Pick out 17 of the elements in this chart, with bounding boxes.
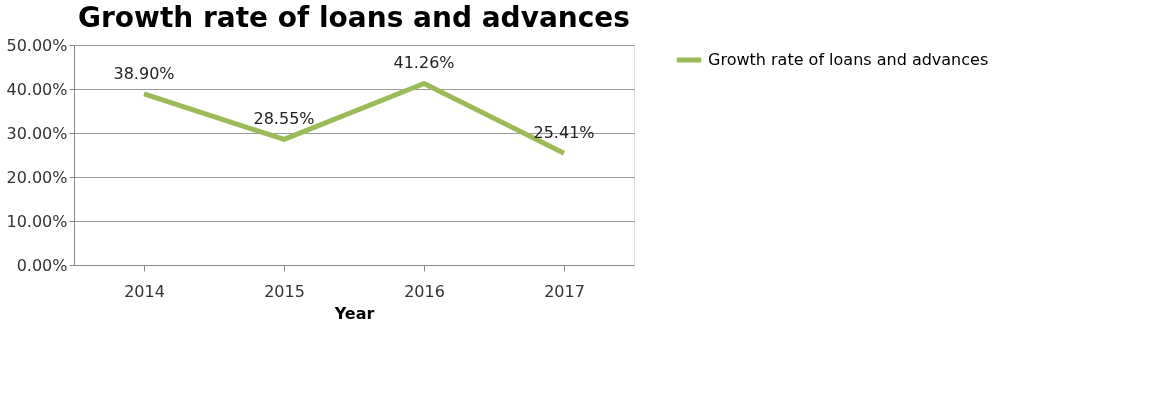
y-tick-label: 0.00% bbox=[16, 255, 68, 275]
y-tick-label: 40.00% bbox=[6, 79, 68, 99]
data-label: 38.90% bbox=[113, 63, 175, 83]
legend-label: Growth rate of loans and advances bbox=[708, 50, 989, 69]
y-tick-label: 30.00% bbox=[6, 123, 68, 143]
data-label: 41.26% bbox=[393, 53, 455, 73]
x-tick-label: 2016 bbox=[404, 281, 445, 301]
data-label: 25.41% bbox=[533, 123, 595, 143]
y-tick-label: 10.00% bbox=[6, 211, 68, 231]
x-axis-title: Year bbox=[333, 303, 375, 323]
data-label: 28.55% bbox=[253, 109, 315, 129]
x-tick-label: 2014 bbox=[124, 281, 165, 301]
x-tick-label: 2017 bbox=[544, 281, 585, 301]
x-tick-label: 2015 bbox=[264, 281, 305, 301]
y-tick-label: 50.00% bbox=[6, 35, 68, 55]
y-tick-label: 20.00% bbox=[6, 167, 68, 187]
chart-title: Growth rate of loans and advances bbox=[78, 1, 630, 34]
